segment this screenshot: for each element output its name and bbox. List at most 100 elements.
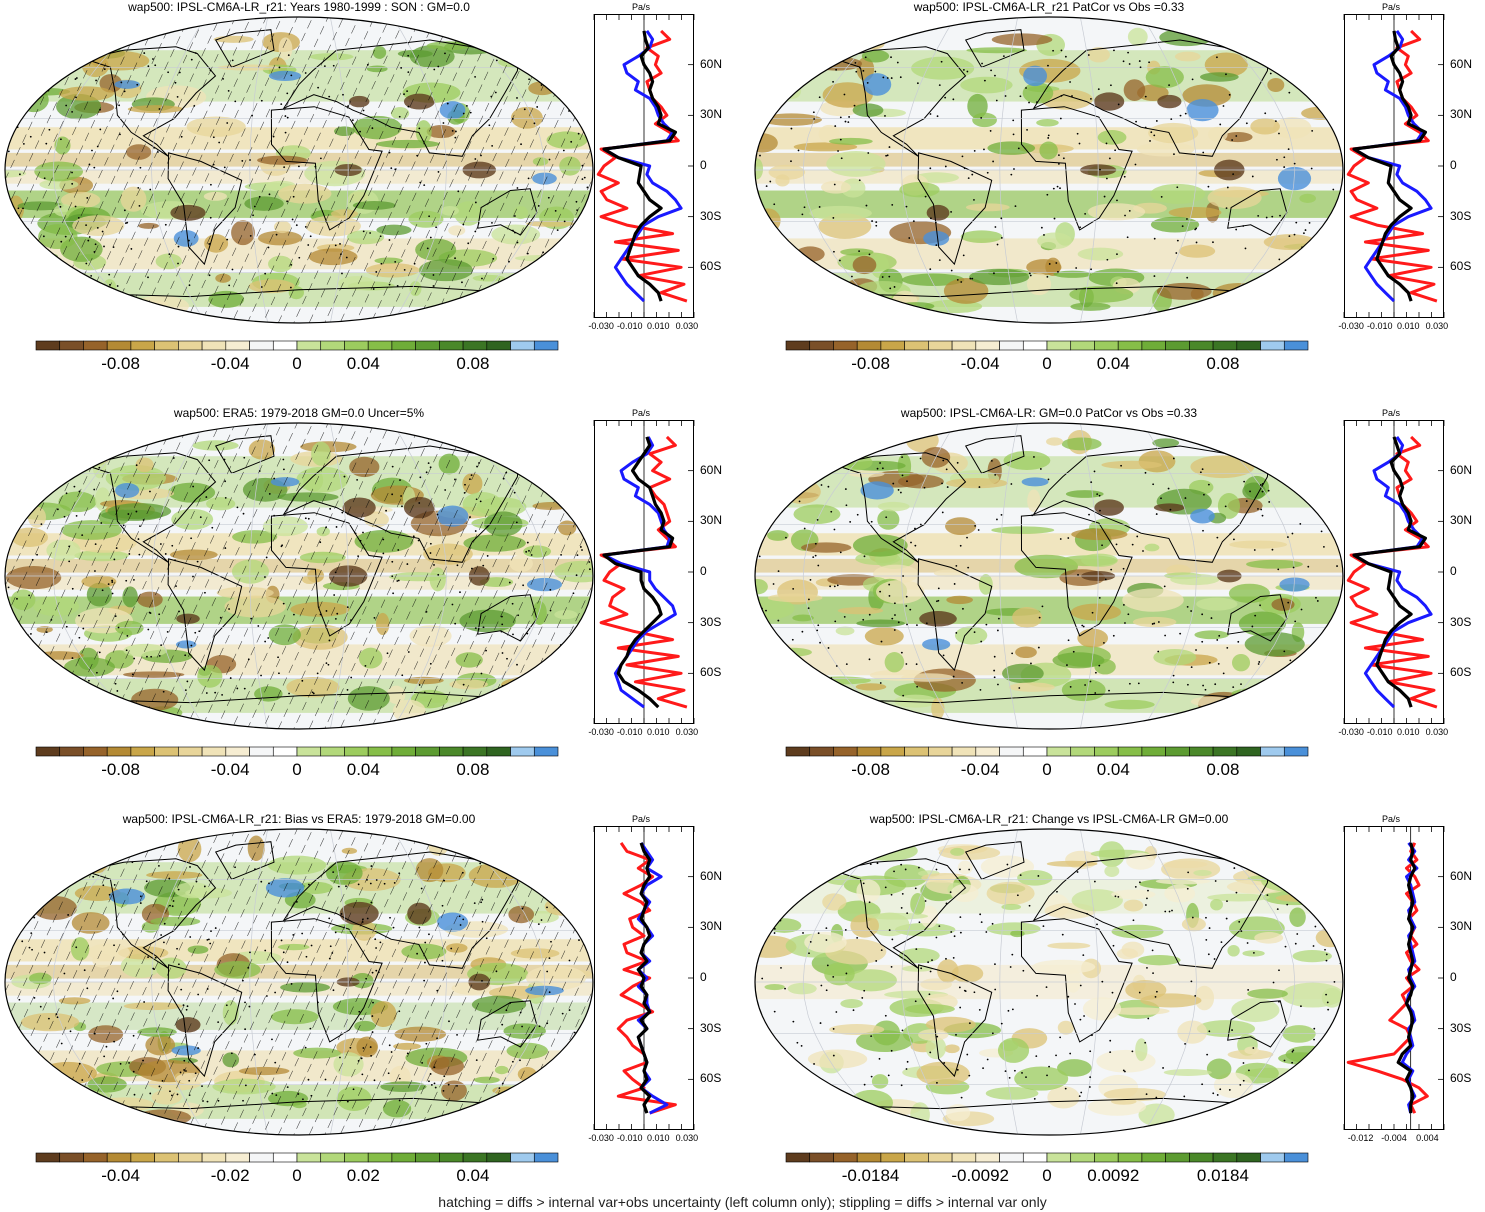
stipple-dot [149, 490, 151, 493]
stipple-dot [909, 608, 912, 611]
stipple-dot [586, 186, 589, 189]
stipple-dot [1279, 267, 1281, 270]
field-blob [1181, 917, 1206, 932]
stipple-dot [420, 887, 423, 890]
stipple-dot [905, 663, 908, 665]
stipple-dot [1120, 464, 1122, 467]
stipple-dot [540, 919, 543, 921]
stipple-dot [991, 1032, 994, 1035]
stipple-dot [177, 262, 179, 265]
stipple-dot [1142, 550, 1144, 552]
stipple-dot [1201, 1083, 1204, 1086]
stipple-dot [115, 547, 118, 549]
field-blob [829, 1024, 885, 1035]
field-blob [1196, 597, 1238, 611]
stipple-dot [526, 252, 529, 255]
colorbar-swatch [1189, 746, 1214, 757]
field-blob [1168, 206, 1222, 219]
stipple-dot [1179, 114, 1182, 117]
stipple-dot [1212, 1092, 1215, 1095]
stipple-dot [1222, 105, 1225, 107]
stipple-dot [991, 922, 994, 925]
stipple-dot [441, 959, 444, 962]
stipple-dot [505, 1009, 508, 1012]
field-blob [1087, 47, 1110, 63]
stipple-dot [952, 98, 955, 101]
stipple-dot [797, 149, 800, 152]
stipple-dot [99, 108, 101, 111]
field-blob [767, 593, 823, 603]
stipple-dot [139, 902, 142, 904]
stipple-dot [1261, 514, 1264, 517]
field-blob [1231, 998, 1280, 1023]
field-blob [1087, 203, 1146, 221]
field-blob [876, 579, 925, 604]
stipple-dot [1011, 652, 1014, 655]
graticule-meridian [1141, 17, 1197, 323]
stipple-dot [1327, 1008, 1330, 1011]
stipple-dot [790, 160, 792, 163]
field-blob [500, 280, 535, 289]
field-blob [1207, 186, 1262, 210]
stipple-dot [147, 276, 149, 279]
field-blob [960, 230, 1003, 243]
stipple-dot [221, 693, 224, 696]
stipple-dot [461, 281, 463, 284]
stipple-dot [1225, 73, 1227, 76]
stipple-dot [1283, 1059, 1286, 1062]
stipple-dot [1191, 916, 1194, 919]
stipple-dot [196, 560, 199, 563]
colorbar-swatch [296, 1152, 322, 1163]
stipple-dot [1332, 188, 1335, 191]
stipple-dot [919, 457, 922, 460]
stipple-dot [820, 484, 823, 486]
field-blob [71, 701, 135, 714]
stipple-dot [392, 592, 395, 595]
stipple-dot [309, 1027, 312, 1030]
stipple-dot [71, 685, 73, 688]
stipple-dot [432, 274, 435, 276]
colorbar-swatch [975, 746, 1000, 757]
stipple-dot [893, 286, 896, 288]
series-line-black [1352, 30, 1427, 302]
stipple-dot [1216, 56, 1218, 59]
stipple-dot [977, 529, 980, 531]
graticule-meridian [901, 423, 957, 729]
stipple-dot [537, 923, 540, 926]
stipple-dot [856, 513, 859, 516]
panel-title: wap500: ERA5: 1979-2018 GM=0.0 Uncer=5% [173, 406, 425, 420]
stipple-dot [1025, 87, 1027, 89]
field-blob [1190, 455, 1255, 479]
stipple-dot [435, 226, 438, 229]
field-blob [804, 931, 847, 953]
stipple-dot [184, 689, 187, 692]
stipple-dot [880, 949, 883, 952]
stipple-dot [1195, 649, 1197, 651]
stipple-dot [277, 656, 279, 659]
stipple-dot [373, 1079, 376, 1082]
stipple-dot [1191, 78, 1194, 81]
stipple-dot [161, 1079, 164, 1082]
stipple-dot [980, 921, 983, 924]
stipple-dot [69, 1030, 72, 1033]
stipple-dot [1123, 175, 1126, 178]
stipple-dot [1079, 1018, 1082, 1021]
stipple-dot [278, 66, 281, 69]
stipple-dot [862, 618, 865, 621]
field-blob [755, 133, 778, 153]
colorbar-label: 0 [292, 1166, 302, 1185]
stipple-dot [1139, 881, 1141, 884]
stipple-dot [60, 240, 63, 243]
stipple-dot [333, 594, 336, 596]
mountain-feature [1094, 499, 1124, 516]
colorbar-swatch [486, 746, 511, 757]
stipple-dot [401, 674, 404, 677]
stipple-dot [938, 259, 941, 261]
stipple-dot [1324, 948, 1326, 951]
stipple-dot [437, 65, 440, 68]
robinson-map [754, 16, 1344, 324]
stipple-dot [274, 991, 277, 994]
stipple-dot [1117, 895, 1120, 898]
stipple-dot [1153, 237, 1156, 240]
stipple-dot [286, 1086, 289, 1089]
